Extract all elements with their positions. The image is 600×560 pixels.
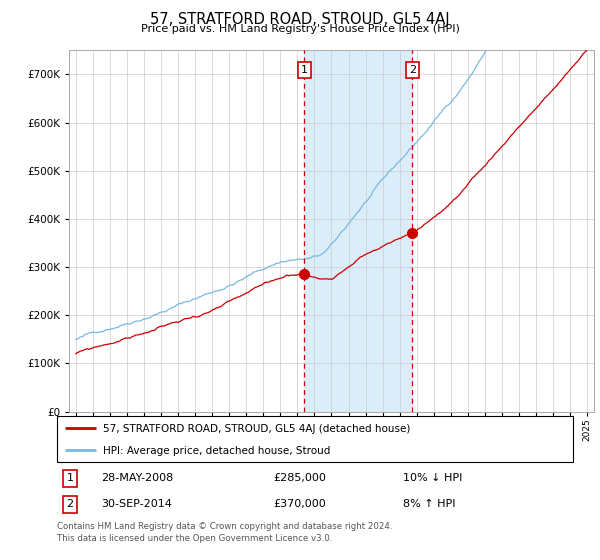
Text: HPI: Average price, detached house, Stroud: HPI: Average price, detached house, Stro… <box>103 446 331 456</box>
Bar <box>304 50 412 412</box>
Text: 2: 2 <box>67 500 73 510</box>
Text: £370,000: £370,000 <box>274 500 326 510</box>
Text: Contains HM Land Registry data © Crown copyright and database right 2024.
This d: Contains HM Land Registry data © Crown c… <box>57 522 392 543</box>
FancyBboxPatch shape <box>57 416 573 462</box>
Text: 28-MAY-2008: 28-MAY-2008 <box>101 473 173 483</box>
Text: 57, STRATFORD ROAD, STROUD, GL5 4AJ (detached house): 57, STRATFORD ROAD, STROUD, GL5 4AJ (det… <box>103 424 411 434</box>
Text: Price paid vs. HM Land Registry's House Price Index (HPI): Price paid vs. HM Land Registry's House … <box>140 24 460 34</box>
Text: 1: 1 <box>301 64 308 74</box>
Text: 2: 2 <box>409 64 416 74</box>
Text: £285,000: £285,000 <box>274 473 326 483</box>
Text: 30-SEP-2014: 30-SEP-2014 <box>101 500 172 510</box>
Text: 8% ↑ HPI: 8% ↑ HPI <box>403 500 455 510</box>
Text: 10% ↓ HPI: 10% ↓ HPI <box>403 473 462 483</box>
Text: 1: 1 <box>67 473 73 483</box>
Text: 57, STRATFORD ROAD, STROUD, GL5 4AJ: 57, STRATFORD ROAD, STROUD, GL5 4AJ <box>150 12 450 27</box>
